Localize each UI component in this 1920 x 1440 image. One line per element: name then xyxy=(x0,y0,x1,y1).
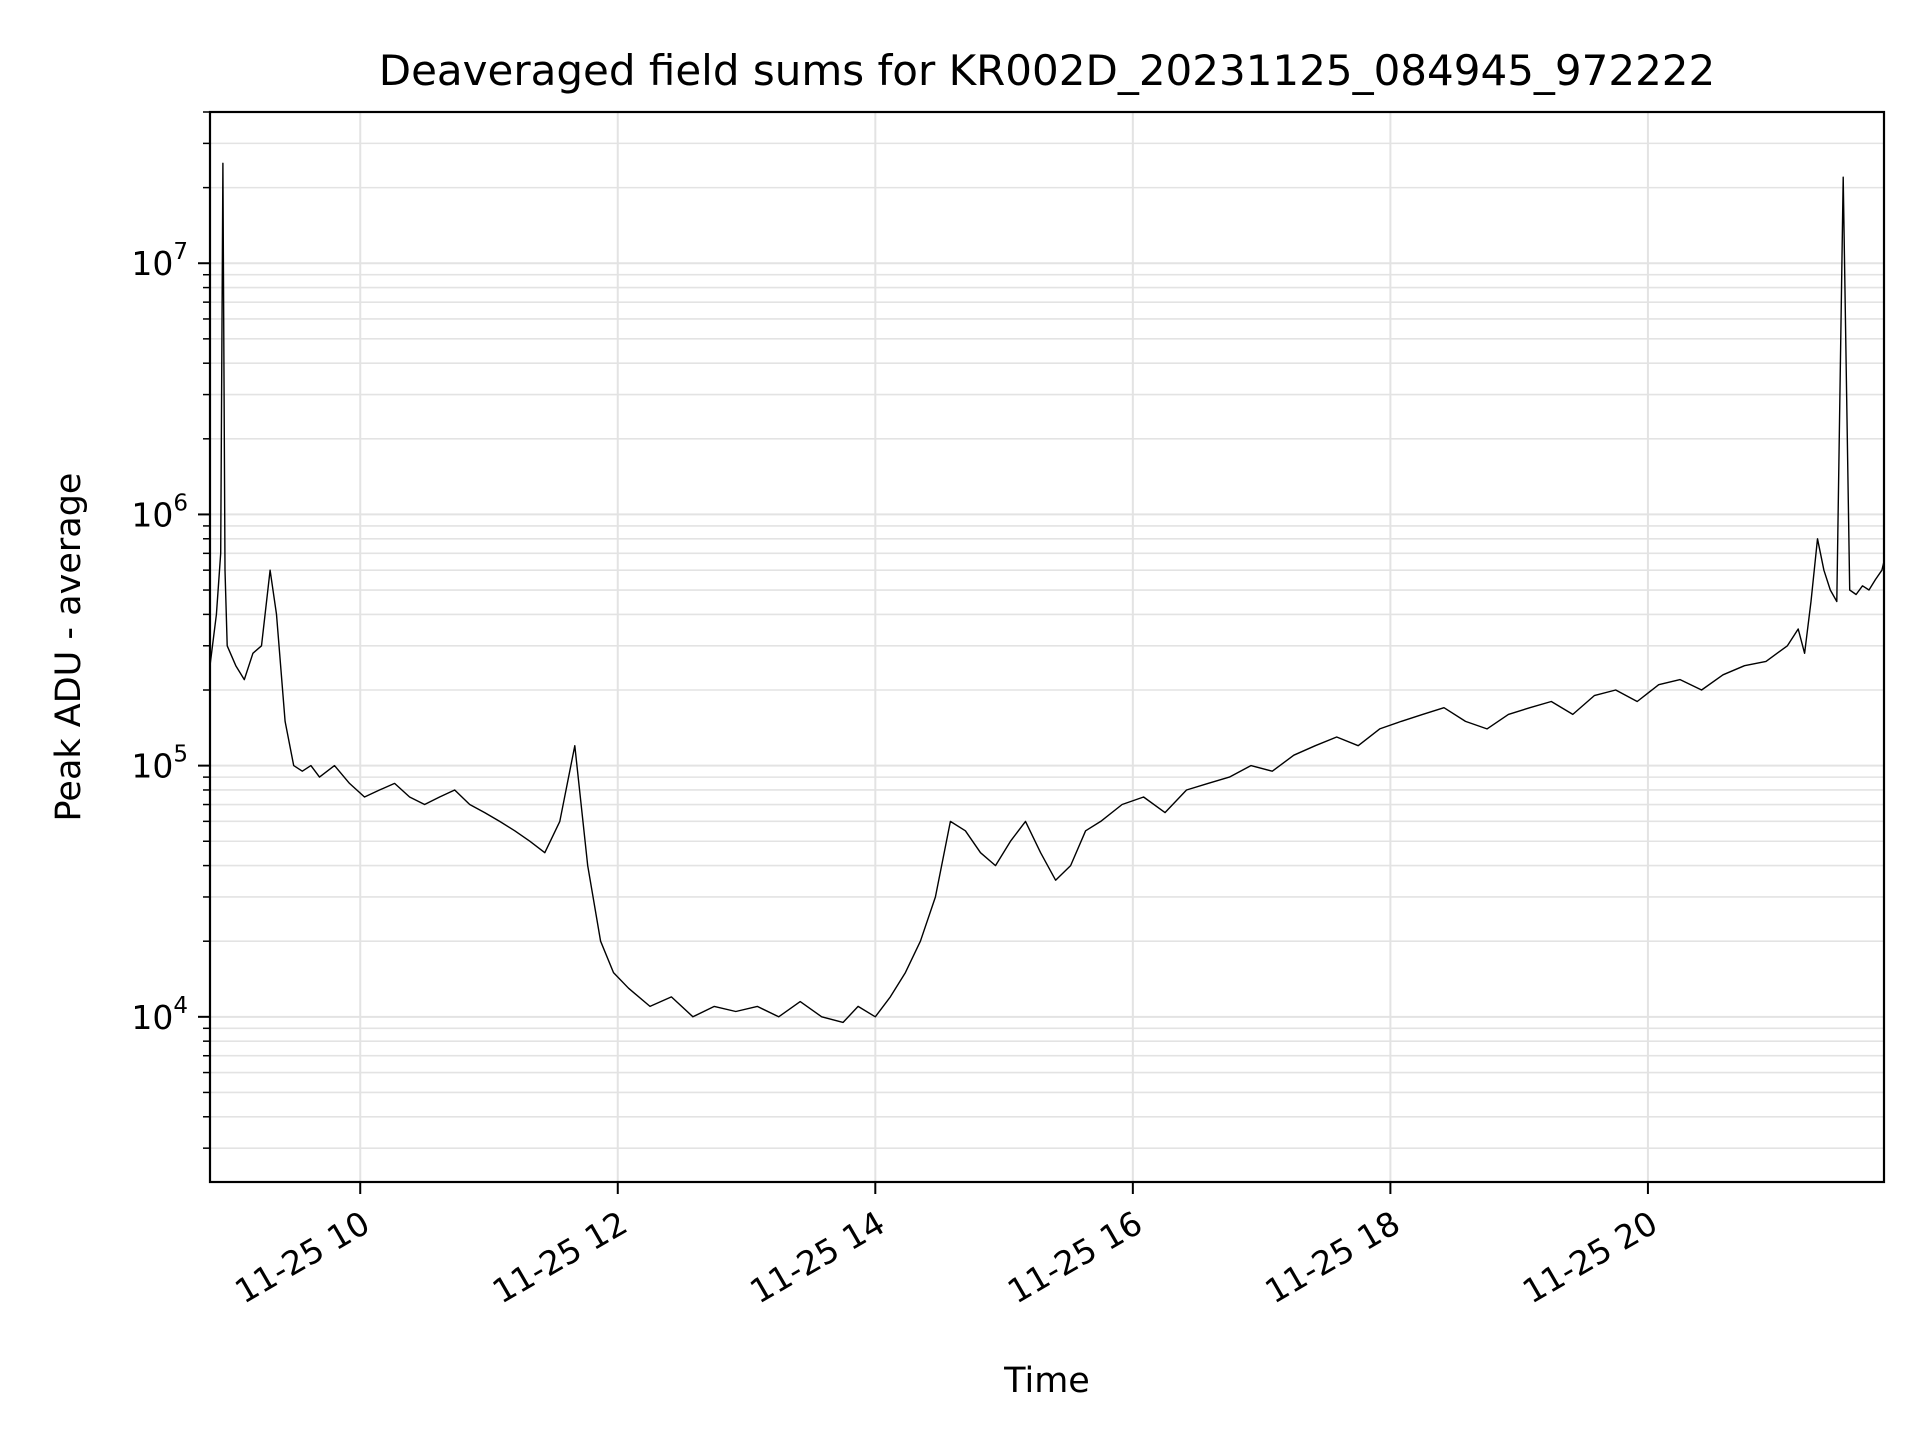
y-tick-base: 10 xyxy=(131,495,173,534)
x-axis-title: Time xyxy=(1003,1361,1090,1401)
series-line xyxy=(209,162,1885,1024)
data-layer xyxy=(209,162,1885,1024)
y-tick-label: 105 xyxy=(131,742,188,786)
y-tick-exponent: 4 xyxy=(173,993,188,1019)
y-tick-label: 106 xyxy=(131,490,188,534)
y-tick-exponent: 6 xyxy=(173,490,188,516)
chart-title: Deaveraged field sums for KR002D_2023112… xyxy=(379,46,1716,95)
y-tick-exponent: 5 xyxy=(173,742,188,768)
y-tick-label: 104 xyxy=(131,993,188,1037)
plot-frame xyxy=(208,110,1886,1184)
grid-layer xyxy=(210,111,1884,1182)
y-tick-base: 10 xyxy=(131,747,173,786)
y-tick-base: 10 xyxy=(131,244,173,283)
y-tick-base: 10 xyxy=(131,998,173,1037)
y-tick-label: 107 xyxy=(131,239,188,283)
y-tick-exponent: 7 xyxy=(173,239,188,265)
y-axis-title: Peak ADU - average xyxy=(49,473,89,822)
